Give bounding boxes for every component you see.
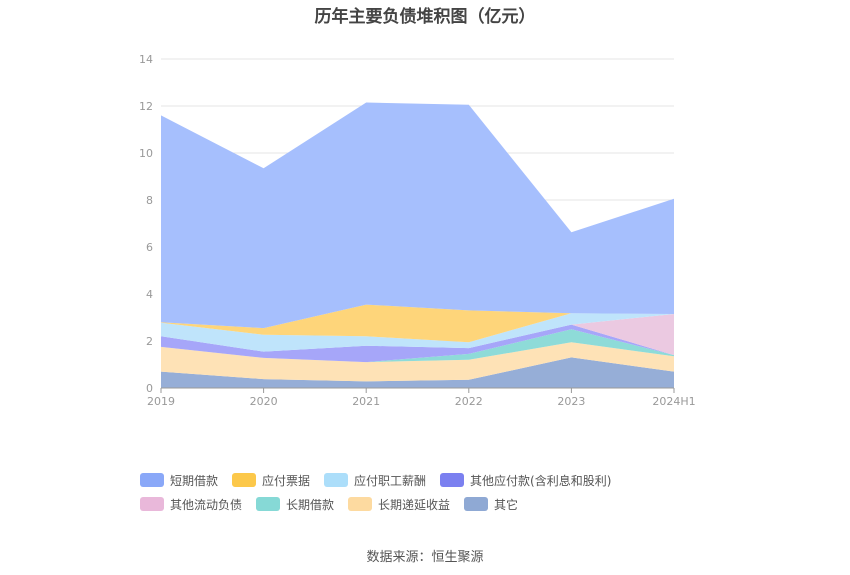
- legend-label: 短期借款: [170, 473, 219, 488]
- legend-item[interactable]: 其它: [464, 496, 518, 512]
- legend-label: 其它: [494, 497, 519, 512]
- x-tick-label: 2024H1: [652, 395, 695, 408]
- area-series-2: [161, 329, 674, 363]
- y-tick-label: 14: [139, 53, 153, 66]
- legend-swatch: [232, 473, 257, 487]
- legend-swatch: [140, 497, 164, 511]
- legend-label: 长期借款: [286, 497, 335, 512]
- area-series-3: [161, 324, 674, 363]
- legend-item[interactable]: 长期借款: [256, 496, 334, 512]
- y-tick-label: 4: [146, 288, 153, 301]
- x-tick-label: 2019: [147, 395, 175, 408]
- data-source-note: 数据来源：恒生聚源: [366, 550, 484, 565]
- legend-item[interactable]: 应付职工薪酬: [324, 472, 426, 488]
- legend-item[interactable]: 其他流动负债: [140, 496, 242, 512]
- x-tick-label: 2020: [250, 395, 278, 408]
- legend-label: 其他流动负债: [170, 497, 243, 512]
- legend-swatch: [464, 497, 489, 511]
- chart-title: 历年主要负债堆积图（亿元）: [314, 7, 536, 27]
- legend-swatch: [348, 497, 373, 511]
- legend-swatch: [440, 473, 465, 487]
- y-tick-label: 10: [139, 147, 153, 160]
- x-tick-label: 2021: [352, 395, 380, 408]
- x-tick-label: 2023: [557, 395, 585, 408]
- x-tick-label: 2022: [455, 395, 483, 408]
- legend-label: 长期递延收益: [378, 497, 451, 512]
- y-tick-label: 12: [139, 100, 153, 113]
- legend-swatch: [256, 497, 281, 511]
- legend-swatch: [324, 473, 349, 487]
- y-tick-label: 2: [146, 335, 153, 348]
- legend-swatch: [140, 473, 164, 487]
- y-tick-label: 0: [146, 382, 153, 395]
- legend-item[interactable]: 其他应付款(含利息和股利): [440, 472, 611, 488]
- y-tick-label: 8: [146, 194, 153, 207]
- legend-label: 其他应付款(含利息和股利): [470, 473, 612, 488]
- legend: 短期借款 应付票据 应付职工薪酬 其他应付款(含利息和股利) 其他流动负债 长期借款 长期递…: [140, 472, 740, 520]
- area-series: [161, 102, 674, 388]
- legend-item[interactable]: 短期借款: [140, 472, 218, 488]
- y-tick-label: 6: [146, 241, 153, 254]
- area-series-1: [161, 342, 674, 382]
- area-series-6: [161, 304, 674, 343]
- legend-label: 应付票据: [262, 473, 311, 488]
- axes: 0 2 4 6 8 10 12 14 2019 2020 2021 2022 2023 2024H1: [139, 53, 696, 408]
- legend-label: 应付职工薪酬: [354, 473, 427, 488]
- area-series-7: [161, 102, 674, 329]
- legend-item[interactable]: 长期递延收益: [348, 496, 450, 512]
- area-series-0: [161, 357, 674, 388]
- legend-item[interactable]: 应付票据: [232, 472, 310, 488]
- area-series-5: [161, 313, 674, 352]
